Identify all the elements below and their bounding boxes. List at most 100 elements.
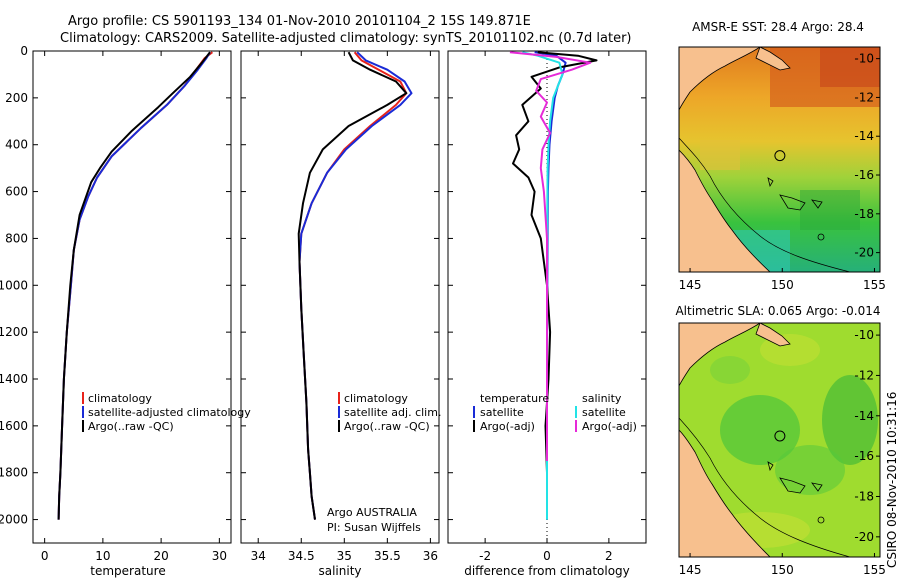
legend-label-argo: Argo(..raw -QC) — [88, 420, 174, 433]
sst-map-frame — [678, 46, 881, 273]
y-tick-label: 400 — [5, 138, 28, 152]
land-australia — [679, 429, 771, 557]
temperature-ticks: 0 10 20 30 0 200 400 600 800 1000 1200 1400 1600 1800… — [0, 44, 231, 563]
x-tick-label: -2 — [479, 549, 491, 563]
land-islands — [755, 323, 791, 347]
shelf-contour — [679, 137, 851, 272]
difference-series — [509, 51, 598, 520]
y-tick-label: 1600 — [0, 419, 28, 433]
legend-title-temperature: temperature — [480, 392, 549, 405]
map-x-tick-label: 145 — [679, 278, 702, 292]
difference-xlabel: difference from climatology — [464, 564, 630, 578]
map-x-tick-label: 150 — [771, 278, 794, 292]
map-x-tick-label: 150 — [771, 563, 794, 577]
y-tick-label: 1800 — [0, 466, 28, 480]
x-tick-label: 20 — [153, 549, 168, 563]
series-line-climatology — [57, 51, 214, 520]
temperature-xlabel: temperature — [90, 564, 165, 578]
legend-label-temperature-satellite: satellite — [480, 406, 524, 419]
x-tick-label: 34 — [251, 549, 266, 563]
figure-title-line2: Climatology: CARS2009. Satellite-adjuste… — [60, 31, 632, 46]
y-tick-label: 200 — [5, 91, 28, 105]
map-y-tick-label: -10 — [854, 52, 874, 66]
x-tick-label: 35.5 — [374, 549, 401, 563]
y-tick-label: 0 — [20, 44, 28, 58]
map-y-tick-label: -10 — [854, 328, 874, 342]
x-tick-label: 35 — [337, 549, 352, 563]
float-position-marker — [774, 430, 786, 442]
reef-marker — [817, 233, 825, 241]
legend-label-satellite-adjusted: satellite adj. clim. — [344, 406, 441, 419]
sla-map-field — [679, 323, 880, 557]
salinity-ticks: 34 34.5 35 35.5 36 — [241, 50, 439, 563]
sst-map-title: AMSR-E SST: 28.4 Argo: 28.4 — [692, 20, 864, 34]
temperature-legend: climatology satellite-adjusted climatolo… — [82, 392, 251, 433]
temperature-series — [57, 51, 214, 520]
map-y-tick-label: -20 — [854, 530, 874, 544]
legend-label-salinity-satellite: satellite — [582, 406, 626, 419]
legend-label-climatology: climatology — [88, 392, 152, 405]
sla-map-title: Altimetric SLA: 0.065 Argo: -0.014 — [675, 304, 880, 318]
map-y-tick-label: -12 — [854, 368, 874, 382]
x-tick-label: 2 — [605, 549, 613, 563]
series-line-argo-raw-qc- — [57, 51, 211, 520]
series-line-climatology — [298, 51, 408, 520]
legend-label-satellite-adjusted: satellite-adjusted climatology — [88, 406, 251, 419]
x-tick-label: 36 — [423, 549, 438, 563]
x-tick-label: 30 — [212, 549, 227, 563]
difference-legend: temperature satellite Argo(-adj) salinit… — [473, 392, 637, 433]
sst-map-field — [679, 47, 880, 272]
y-tick-label: 600 — [5, 185, 28, 199]
land-new-guinea — [679, 47, 761, 111]
map-y-tick-label: -18 — [854, 489, 874, 503]
legend-label-salinity-argo: Argo(-adj) — [582, 420, 637, 433]
series-line-argo-raw-qc- — [297, 51, 408, 520]
figure-title-line1: Argo profile: CS 5901193_134 01-Nov-2010… — [68, 14, 531, 29]
legend-label-argo: Argo(..raw -QC) — [344, 420, 430, 433]
shelf-contour — [679, 417, 851, 557]
land-australia — [679, 149, 771, 272]
x-tick-label: 0 — [543, 549, 551, 563]
y-tick-label: 1000 — [0, 278, 28, 292]
salinity-series — [297, 51, 413, 520]
map-y-tick-label: -12 — [854, 90, 874, 104]
sst-map-ticks: 145 150 155 -10 -12 -14 -16 -18 -20 — [679, 52, 886, 292]
map-y-tick-label: -16 — [854, 168, 874, 182]
timestamp-stamp: CSIRO 08-Nov-2010 10:31:16 — [885, 392, 899, 568]
reef-marker — [817, 516, 825, 524]
annotation-program: Argo AUSTRALIA — [327, 506, 417, 519]
map-y-tick-label: -14 — [854, 129, 874, 143]
series-line-salinity-argo-adj- — [509, 51, 592, 461]
y-tick-label: 800 — [5, 231, 28, 245]
salinity-xlabel: salinity — [318, 564, 361, 578]
legend-label-climatology: climatology — [344, 392, 408, 405]
map-y-tick-label: -20 — [854, 246, 874, 260]
float-position-marker — [774, 150, 786, 162]
sla-map-frame — [678, 322, 881, 558]
temperature-axes — [32, 50, 232, 544]
land-islands — [755, 47, 791, 71]
salinity-axes — [240, 50, 440, 544]
y-tick-label: 2000 — [0, 513, 28, 527]
series-line-temperature-argo-adj- — [512, 51, 598, 485]
x-tick-label: 0 — [41, 549, 49, 563]
legend-label-temperature-argo: Argo(-adj) — [480, 420, 535, 433]
map-x-tick-label: 155 — [863, 563, 886, 577]
map-x-tick-label: 155 — [863, 278, 886, 292]
land-new-guinea — [679, 323, 761, 387]
annotation-pi: PI: Susan Wijffels — [327, 521, 421, 534]
y-tick-label: 1400 — [0, 372, 28, 386]
map-x-tick-label: 145 — [679, 563, 702, 577]
reefs-outline — [767, 461, 823, 494]
x-tick-label: 10 — [95, 549, 110, 563]
map-y-tick-label: -14 — [854, 409, 874, 423]
sla-map-ticks: 145 150 155 -10 -12 -14 -16 -18 -20 — [679, 328, 886, 577]
x-tick-label: 34.5 — [288, 549, 315, 563]
legend-title-salinity: salinity — [582, 392, 622, 405]
map-y-tick-label: -18 — [854, 207, 874, 221]
y-tick-label: 1200 — [0, 325, 28, 339]
reefs-outline — [767, 177, 823, 211]
map-y-tick-label: -16 — [854, 449, 874, 463]
salinity-legend: climatology satellite adj. clim. Argo(..… — [338, 392, 441, 433]
